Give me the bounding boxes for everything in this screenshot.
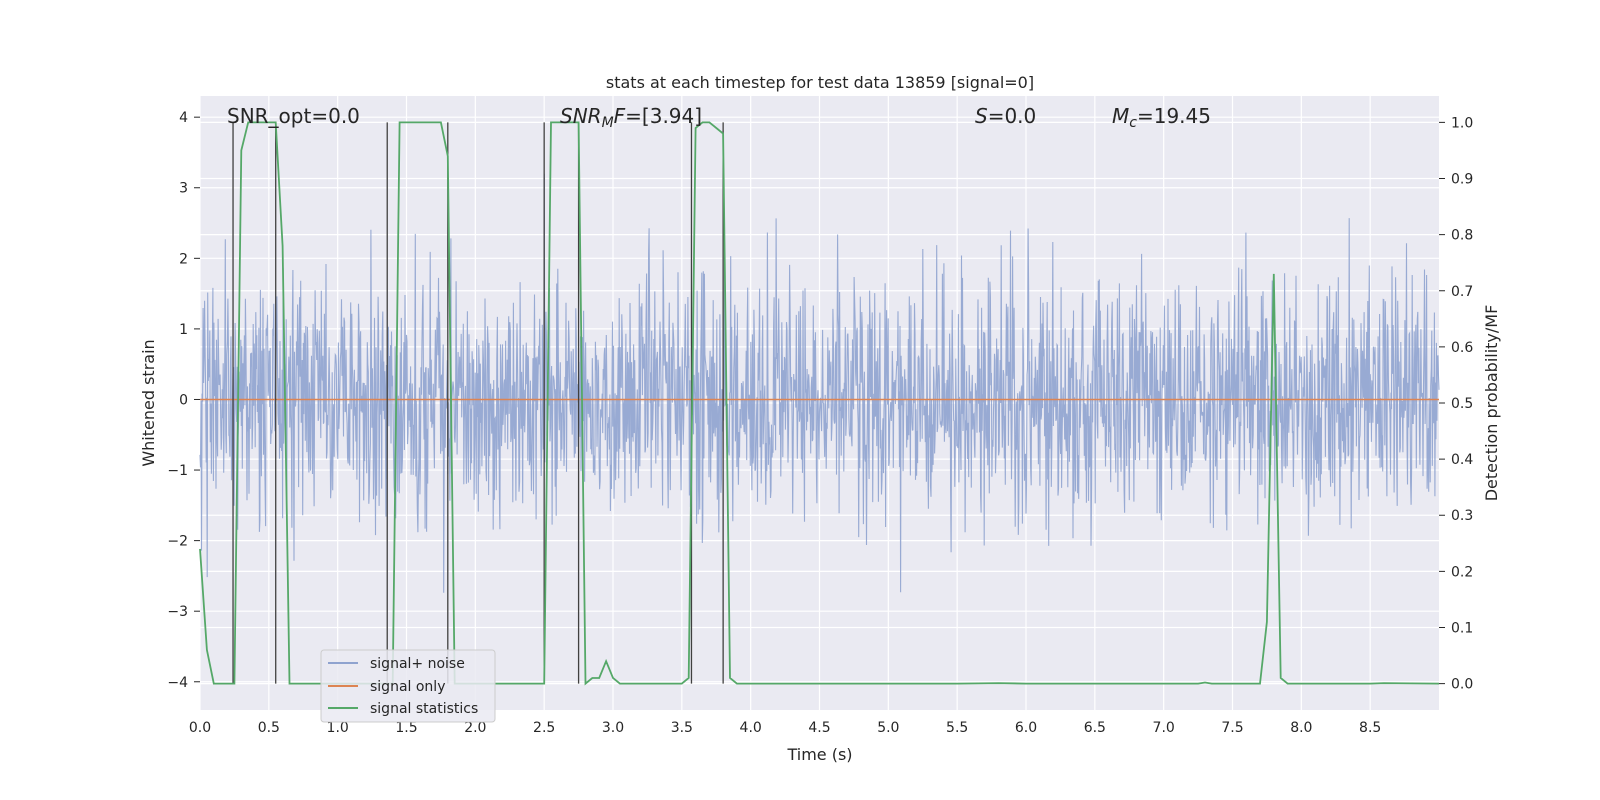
x-tick-label: 6.5 [1084,720,1106,736]
y-tick-label-right: 0.6 [1451,340,1473,356]
y-axis-right-label: Detection probability/MF [1482,305,1501,502]
y-tick-label-left: 4 [179,110,188,126]
y-tick-label-right: 0.7 [1451,284,1473,300]
y-tick-label-right: 1.0 [1451,115,1473,131]
annotation-s: S=0.0 [975,104,1036,128]
legend: signal+ noise signal only signal statist… [320,649,496,723]
legend-label-signal-only: signal only [370,679,445,695]
y-tick-label-left: 1 [179,322,188,338]
x-axis-ticks: 0.0 0.5 1.0 1.5 2.0 2.5 3.0 3.5 4.0 4.5 5.0 5.5 6.0 6… [189,720,1381,736]
x-tick-label: 1.5 [395,720,417,736]
y-tick-label-left: 3 [179,181,188,197]
x-tick-label: 5.0 [877,720,899,736]
x-tick-label: 8.5 [1359,720,1381,736]
y-tick-label-left: 0 [179,392,188,408]
y-axis-left-ticks: −4 −3 −2 −1 0 1 2 3 4 [167,110,200,691]
y-tick-label-left: −2 [167,534,188,550]
y-tick-label-right: 0.2 [1451,564,1473,580]
y-axis-left-label: Whitened strain [139,339,158,466]
annotation-snr-mf: SNRMF=[3.94] [560,104,702,131]
x-tick-label: 2.5 [533,720,555,736]
y-tick-label-left: 2 [179,251,188,267]
legend-label-signal-noise: signal+ noise [370,656,465,672]
series-signal-noise [199,173,1440,593]
x-tick-label: 0.0 [189,720,211,736]
series-signal-statistics [199,121,1440,686]
x-tick-label: 7.5 [1221,720,1243,736]
y-tick-label-right: 0.0 [1451,677,1473,693]
chart-title: stats at each timestep for test data 138… [606,73,1034,92]
x-tick-label: 5.5 [946,720,968,736]
legend-box [320,649,496,723]
annotation-snr-opt: SNR_opt=0.0 [227,104,360,128]
y-tick-label-right: 0.5 [1451,396,1473,412]
x-axis-label: Time (s) [786,745,852,764]
x-tick-label: 2.0 [464,720,486,736]
y-tick-label-right: 0.4 [1451,452,1473,468]
x-tick-label: 0.5 [258,720,280,736]
x-tick-label: 3.5 [671,720,693,736]
x-tick-label: 4.5 [808,720,830,736]
y-tick-label-right: 0.8 [1451,228,1473,244]
y-tick-label-left: −4 [167,675,188,691]
y-tick-label-right: 0.3 [1451,508,1473,524]
x-tick-label: 1.0 [327,720,349,736]
y-axis-right-ticks: 0.0 0.1 0.2 0.3 0.4 0.5 0.6 0.7 0.8 0.9 1.0 [1439,115,1473,693]
x-tick-label: 4.0 [740,720,762,736]
x-tick-label: 3.0 [602,720,624,736]
y-tick-label-right: 0.1 [1451,620,1473,636]
annotation-mc: Mc=19.45 [1112,104,1211,131]
legend-label-signal-statistics: signal statistics [370,701,478,717]
y-tick-label-right: 0.9 [1451,172,1473,188]
y-tick-label-left: −1 [167,463,188,479]
x-tick-label: 8.0 [1290,720,1312,736]
noise-trace [199,173,1440,593]
y-tick-label-left: −3 [167,604,188,620]
x-tick-label: 7.0 [1153,720,1175,736]
x-tick-label: 6.0 [1015,720,1037,736]
